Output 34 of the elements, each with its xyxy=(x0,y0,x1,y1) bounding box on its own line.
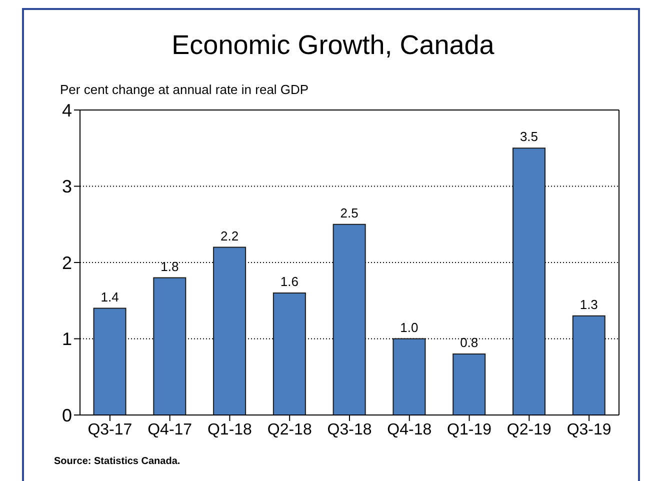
bar xyxy=(153,277,186,415)
data-label: 1.4 xyxy=(100,289,119,304)
y-tick-label: 0 xyxy=(62,405,72,426)
bar xyxy=(93,308,126,415)
x-tick-label: Q2-19 xyxy=(506,421,552,438)
data-label: 2.5 xyxy=(340,205,358,220)
y-tick-label: 2 xyxy=(62,252,72,273)
x-tick-label: Q1-19 xyxy=(447,421,492,438)
x-tick-label: Q3-19 xyxy=(566,421,612,438)
x-tick-label: Q3-18 xyxy=(327,421,372,438)
x-tick-label: Q4-18 xyxy=(387,421,432,438)
data-label: 1.3 xyxy=(580,296,598,312)
bar xyxy=(213,246,246,415)
data-label: 1.6 xyxy=(280,274,298,289)
y-tick-label: 4 xyxy=(62,100,72,120)
bar xyxy=(392,338,426,415)
y-tick-label: 3 xyxy=(62,176,72,197)
data-label: 2.2 xyxy=(220,228,239,244)
bar xyxy=(272,292,306,415)
bar xyxy=(512,148,546,415)
x-tick-label: Q4-17 xyxy=(148,421,192,438)
bar xyxy=(572,315,606,415)
y-tick-label: 1 xyxy=(62,329,72,350)
chart-title: Economic Growth, Canada xyxy=(170,30,496,61)
y-axis-title: Per cent change at annual rate in real GDP xyxy=(60,82,309,97)
data-label: 0.8 xyxy=(460,335,478,350)
bar xyxy=(452,354,486,415)
x-tick-label: Q2-18 xyxy=(267,421,312,438)
source-note: Source: Statistics Canada. xyxy=(54,456,180,467)
bar xyxy=(332,224,366,415)
data-label: 3.5 xyxy=(520,129,538,144)
x-tick-label: Q3-17 xyxy=(88,421,132,438)
data-label: 1.0 xyxy=(400,320,418,335)
x-tick-label: Q1-18 xyxy=(207,421,252,438)
